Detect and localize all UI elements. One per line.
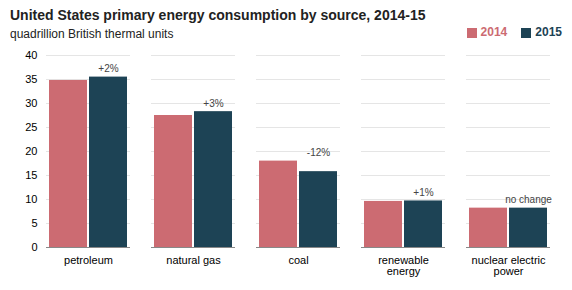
svg-text:+1%: +1% [413, 186, 433, 197]
html-text:2014: 2014 [480, 25, 508, 39]
svg-text:coal: coal [288, 254, 308, 266]
svg-text:nuclear electricpower: nuclear electricpower [472, 254, 546, 277]
svg-text:25: 25 [25, 121, 37, 133]
html-text:United States primary energy c: United States primary energy consumption… [10, 7, 426, 23]
svg-text:-12%: -12% [307, 147, 330, 158]
svg-text:petroleum: petroleum [64, 254, 113, 266]
svg-text:35: 35 [25, 73, 37, 85]
html-text:quadrillion British thermal un: quadrillion British thermal units [10, 26, 174, 41]
svg-text:20: 20 [25, 145, 37, 157]
svg-text:natural gas: natural gas [166, 254, 221, 266]
svg-text:15: 15 [25, 169, 37, 181]
svg-text:10: 10 [25, 193, 37, 205]
svg-text:+3%: +3% [203, 97, 223, 108]
svg-text:0: 0 [31, 241, 37, 253]
svg-text:renewableenergy: renewableenergy [378, 254, 429, 277]
svg-text:30: 30 [25, 97, 37, 109]
svg-text:40: 40 [25, 49, 37, 61]
svg-text:5: 5 [31, 217, 37, 229]
svg-text:+2%: +2% [98, 63, 118, 74]
html-text:2015: 2015 [535, 25, 562, 39]
svg-text:no change: no change [505, 194, 552, 205]
